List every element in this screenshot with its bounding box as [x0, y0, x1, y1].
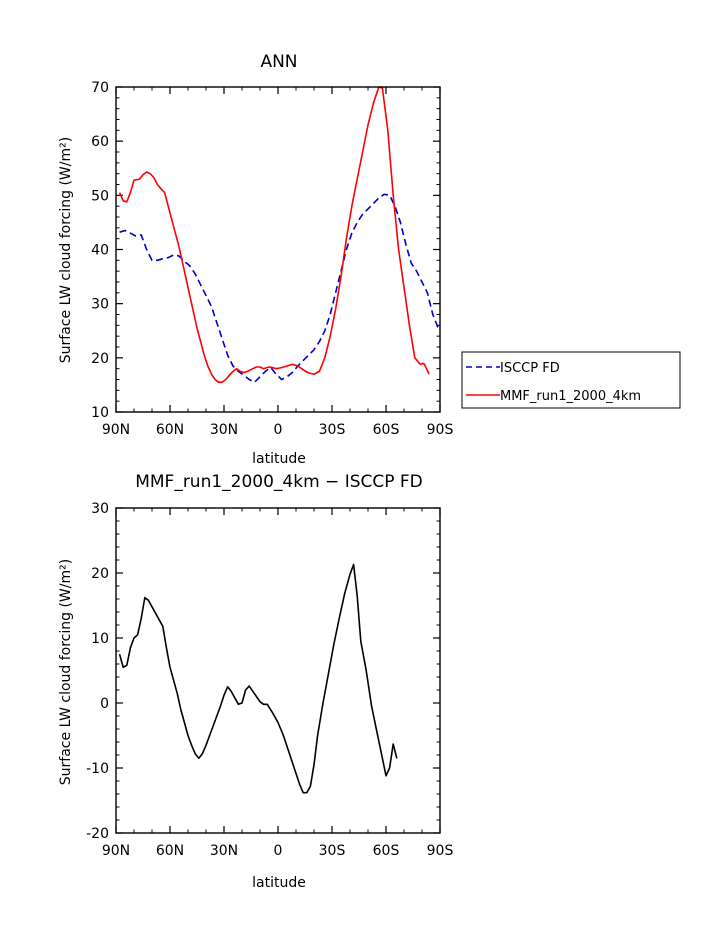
top-y-tick-label: 10 [91, 405, 109, 421]
top-y-tick-label: 30 [91, 297, 109, 313]
top-x-tick-label: 90N [102, 422, 130, 438]
bottom-x-tick-label: 0 [274, 843, 283, 859]
top-x-tick-label: 60S [373, 422, 400, 438]
top-x-tick-label: 30S [319, 422, 346, 438]
bottom-y-axis-label: Surface LW cloud forcing (W/m²) [58, 559, 74, 785]
top-x-tick-label: 90S [427, 422, 454, 438]
top-x-tick-label: 30N [210, 422, 238, 438]
bottom-series-layer [118, 563, 398, 794]
bottom-y-tick-label: 0 [100, 696, 109, 712]
top-x-tick-label: 60N [156, 422, 184, 438]
top-x-axis-label: latitude [252, 451, 306, 467]
legend: ISCCP FD MMF_run1_2000_4km [461, 351, 681, 409]
top-y-axis-label: Surface LW cloud forcing (W/m²) [58, 137, 74, 363]
top-series-line-1 [118, 86, 430, 384]
bottom-x-tick-label: 60N [156, 843, 184, 859]
bottom-x-tick-label: 30N [210, 843, 238, 859]
bottom-y-tick-label: 20 [91, 566, 109, 582]
legend-box [461, 351, 681, 409]
top-x-tick-label: 0 [274, 422, 283, 438]
bottom-axes-ticks: -20 -10 0 10 20 30 90N 60N 30N 0 30S 60S 90S [86, 501, 453, 859]
bottom-x-tick-label: 30S [319, 843, 346, 859]
top-y-tick-label: 20 [91, 351, 109, 367]
bottom-x-tick-label: 90S [427, 843, 454, 859]
top-y-tick-label: 40 [91, 243, 109, 259]
bottom-panel: MMF_run1_2000_4km − ISCCP FD -20 -10 0 10 20… [58, 472, 453, 891]
bottom-y-tick-label: 30 [91, 501, 109, 517]
bottom-plot-frame [115, 507, 441, 834]
bottom-y-tick-label: -20 [86, 826, 109, 842]
top-plot-frame [115, 86, 441, 413]
bottom-y-tick-label: -10 [86, 761, 109, 777]
bottom-series-line-0 [118, 563, 398, 794]
bottom-chart-title: MMF_run1_2000_4km − ISCCP FD [135, 472, 423, 492]
legend-entry-isccp: ISCCP FD [466, 361, 560, 376]
top-chart-title: ANN [260, 52, 297, 72]
bottom-y-tick-label: 10 [91, 631, 109, 647]
top-y-tick-label: 60 [91, 134, 109, 150]
top-axes-ticks: 10 20 30 40 50 60 70 90N 60N 30N 0 30S 60S 90S [91, 80, 453, 438]
top-panel: ANN 10 20 30 40 50 60 70 90N 60N 30N 0 30S 60S 90S la… [58, 52, 453, 467]
bottom-x-tick-label: 60S [373, 843, 400, 859]
legend-label-mmf: MMF_run1_2000_4km [500, 389, 641, 404]
top-series-layer [118, 86, 439, 384]
top-y-tick-label: 50 [91, 188, 109, 204]
top-series-line-0 [119, 193, 439, 384]
legend-entry-mmf: MMF_run1_2000_4km [466, 389, 641, 404]
legend-label-isccp: ISCCP FD [500, 361, 560, 376]
top-y-tick-label: 70 [91, 80, 109, 96]
bottom-x-tick-label: 90N [102, 843, 130, 859]
bottom-x-axis-label: latitude [252, 875, 306, 891]
